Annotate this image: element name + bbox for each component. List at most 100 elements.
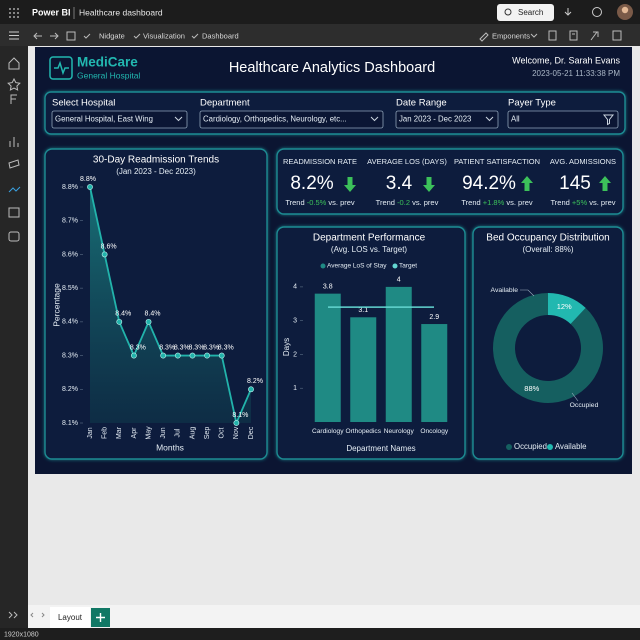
callout-label: Available: [491, 287, 519, 294]
data-label: 8.3%: [218, 344, 234, 351]
y-tick-label: 4: [293, 284, 297, 291]
filter-dropdown[interactable]: [199, 110, 384, 129]
filter-dropdown[interactable]: [51, 110, 188, 129]
tab-bar: [28, 605, 640, 628]
timestamp: 2023-05-21 11:33:38 PM: [532, 69, 620, 78]
search-text: Search: [518, 8, 543, 17]
download-icon[interactable]: [564, 8, 572, 16]
menu-icon[interactable]: [9, 31, 19, 40]
breadcrumb[interactable]: Nidgate: [99, 31, 125, 40]
data-label: 8.3%: [174, 344, 190, 351]
y-tick-label: 8.1%: [62, 420, 78, 427]
search-icon: [504, 8, 512, 16]
chart-subtitle: (Avg. LOS vs. Target): [331, 245, 408, 254]
check-icon: [83, 33, 91, 39]
chart-subtitle: (Overall: 88%): [522, 245, 573, 254]
data-label: 8.4%: [145, 311, 161, 318]
kpi-trend-value: +1.8%: [483, 198, 505, 207]
callout-line: [520, 289, 535, 297]
chart-title: Bed Occupancy Distribution: [486, 233, 609, 244]
x-tick-label: Oct: [219, 428, 226, 439]
kpi-trend-label: Trend: [461, 198, 480, 207]
data-label: 8.3%: [203, 344, 219, 351]
kpi-trend-suffix: vs. prev: [589, 198, 616, 207]
kpi-trend: Trend -0.2 vs. prev: [376, 198, 439, 207]
data-label: 3.1: [358, 307, 368, 314]
kpi-value: 8.2%: [290, 173, 333, 194]
filter-dropdown[interactable]: [507, 110, 619, 129]
kpi-trend-label: Trend: [376, 198, 395, 207]
x-tick-label: Apr: [131, 427, 138, 439]
rail-icons[interactable]: [7, 57, 21, 619]
data-label: 8.6%: [101, 243, 117, 250]
data-label: 8.3%: [159, 344, 175, 351]
legend-swatch: [506, 444, 512, 450]
bar: [421, 324, 448, 422]
point: [174, 352, 181, 359]
back-icon[interactable]: [33, 32, 42, 40]
point: [116, 318, 123, 325]
data-label: 8.3%: [130, 344, 146, 351]
welcome: Welcome, Dr. Sarah Evans: [512, 55, 620, 65]
status-bar: [0, 628, 640, 640]
x-tick-label: Oncology: [420, 428, 449, 435]
copy-icon[interactable]: [569, 30, 578, 41]
y-axis-title: Percentage: [51, 283, 61, 327]
kpi-value: 94.2%: [462, 173, 516, 194]
donut-card: [472, 226, 624, 460]
data-label: 3.8: [323, 283, 333, 290]
app-launcher[interactable]: [9, 8, 19, 18]
y-tick-label: 8.7%: [62, 218, 78, 225]
legend-swatch: [547, 444, 553, 450]
x-axis-title: Months: [156, 442, 184, 452]
kpi-arrow: [599, 176, 611, 191]
panel-icon[interactable]: [612, 30, 622, 41]
search-box[interactable]: [497, 4, 554, 21]
share-icon[interactable]: [590, 31, 599, 41]
kpi-card: [276, 148, 624, 215]
breadcrumb[interactable]: Dashboard: [202, 31, 239, 40]
point: [248, 386, 254, 393]
filter-value: Jan 2023 - Dec 2023: [399, 115, 471, 124]
chevron: [485, 116, 494, 122]
file-icon[interactable]: [548, 30, 557, 41]
filter-label: Department: [200, 98, 250, 109]
help-icon[interactable]: [592, 7, 602, 17]
x-tick-label: Sep: [204, 427, 211, 440]
point: [101, 251, 108, 258]
filter-value: Cardiology, Orthopedics, Neurology, etc.…: [203, 115, 347, 124]
line: [89, 186, 252, 426]
y-tick-label: 8.4%: [62, 319, 78, 326]
toolbar-menu[interactable]: Emponents: [492, 31, 530, 40]
data-label: 8.2%: [247, 378, 263, 385]
x-tick-label: Neurology: [384, 428, 415, 435]
breadcrumb[interactable]: Visualization: [143, 31, 185, 40]
kpi-trend-value: -0.5%: [307, 198, 327, 207]
chevron: [174, 116, 183, 122]
logo-mark: [49, 56, 73, 80]
y-tick-label: 8.5%: [62, 285, 78, 292]
logo-subtitle: General Hospital: [77, 70, 140, 80]
page-icon[interactable]: [66, 31, 76, 41]
x-tick-label: Jun: [160, 427, 167, 438]
logo-pulse: [54, 60, 69, 76]
x-tick-label: May: [145, 426, 152, 440]
x-tick-label: Aug: [189, 427, 196, 440]
tab-nav[interactable]: [30, 612, 45, 618]
x-tick-label: Orthopedics: [345, 428, 381, 435]
point: [131, 352, 137, 359]
chart-title: Department Performance: [313, 233, 426, 244]
bar: [385, 286, 412, 422]
callout-label: Occupied: [570, 402, 599, 409]
filter-dropdown[interactable]: [395, 110, 499, 129]
forward-icon[interactable]: [50, 32, 59, 40]
x-tick-label: Jul: [175, 428, 182, 437]
check-icon: [133, 33, 141, 39]
pie-slice: [548, 293, 586, 324]
kpi-label: AVG. ADMISSIONS: [550, 157, 616, 166]
page-tab[interactable]: [50, 607, 90, 628]
point: [204, 352, 210, 359]
chevron: [370, 116, 379, 122]
kpi-value: 145: [559, 173, 591, 194]
